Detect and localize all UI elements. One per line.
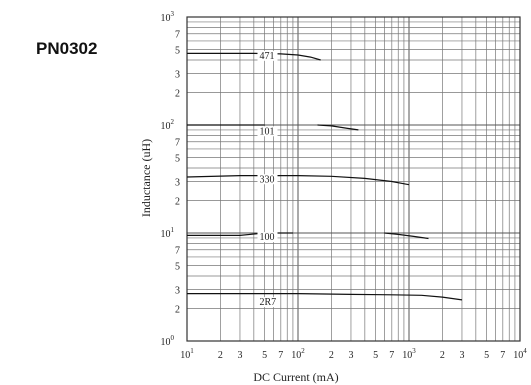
series-line-100 (384, 232, 429, 240)
y-tick-label: 5 (175, 46, 180, 57)
y-tick-label: 102 (161, 118, 175, 132)
y-tick-label: 3 (175, 285, 180, 296)
plot-frame (186, 16, 521, 342)
y-tick-label: 100 (161, 334, 175, 348)
curve-label-bg (257, 126, 278, 137)
y-tick-label: 3 (175, 69, 180, 80)
y-tick-label: 101 (161, 226, 175, 240)
curve-label-471: 471 (260, 51, 275, 62)
curve-label-bg (257, 174, 278, 185)
x-tick-label: 103 (402, 347, 416, 361)
x-tick-label: 2 (329, 350, 334, 361)
x-tick-label: 5 (484, 350, 489, 361)
curve-label-330: 330 (260, 174, 275, 185)
curve-label-bg (257, 297, 278, 308)
grid (186, 16, 521, 342)
x-tick-label: 2 (440, 350, 445, 361)
y-tick-label: 7 (175, 30, 180, 41)
y-tick-label: 7 (175, 138, 180, 149)
curve-labels: 471 101 330 100 2R7 (257, 50, 278, 308)
y-tick-label: 5 (175, 154, 180, 165)
curve-label-2r7: 2R7 (260, 297, 277, 308)
series-line-101 (317, 124, 359, 131)
x-tick-label: 5 (373, 350, 378, 361)
y-tick-label: 103 (161, 10, 175, 24)
x-tick-label: 3 (459, 350, 464, 361)
x-tick-label: 5 (262, 350, 267, 361)
series-line-2r7 (187, 293, 463, 301)
x-tick-label: 7 (500, 350, 505, 361)
curve-label-100: 100 (260, 232, 275, 243)
x-tick-label: 2 (218, 350, 223, 361)
y-tick-label: 2 (175, 304, 180, 315)
series-curves (186, 52, 463, 301)
x-tick-label: 104 (513, 347, 527, 361)
y-tick-label: 3 (175, 177, 180, 188)
x-axis-label: DC Current (mA) (253, 370, 338, 384)
part-number-label: PN0302 (36, 39, 98, 58)
curve-label-bg (257, 232, 278, 243)
y-tick-label: 5 (175, 262, 180, 273)
y-tick-label: 7 (175, 246, 180, 257)
curve-label-bg (257, 50, 278, 61)
y-tick-label: 2 (175, 196, 180, 207)
series-line-471 (187, 52, 321, 61)
x-tick-label: 3 (237, 350, 242, 361)
curve-label-101: 101 (260, 126, 275, 137)
x-tick-label: 7 (278, 350, 283, 361)
x-tick-label: 3 (348, 350, 353, 361)
y-axis-label: Inductance (uH) (139, 139, 153, 217)
x-tick-label: 7 (389, 350, 394, 361)
x-tick-label: 101 (180, 347, 194, 361)
series-line-330 (186, 175, 410, 186)
y-tick-label: 2 (175, 88, 180, 99)
x-tick-label: 102 (291, 347, 305, 361)
x-tick-labels: 101 2 3 5 7 102 2 3 5 7 103 2 3 5 7 104 (180, 347, 527, 361)
